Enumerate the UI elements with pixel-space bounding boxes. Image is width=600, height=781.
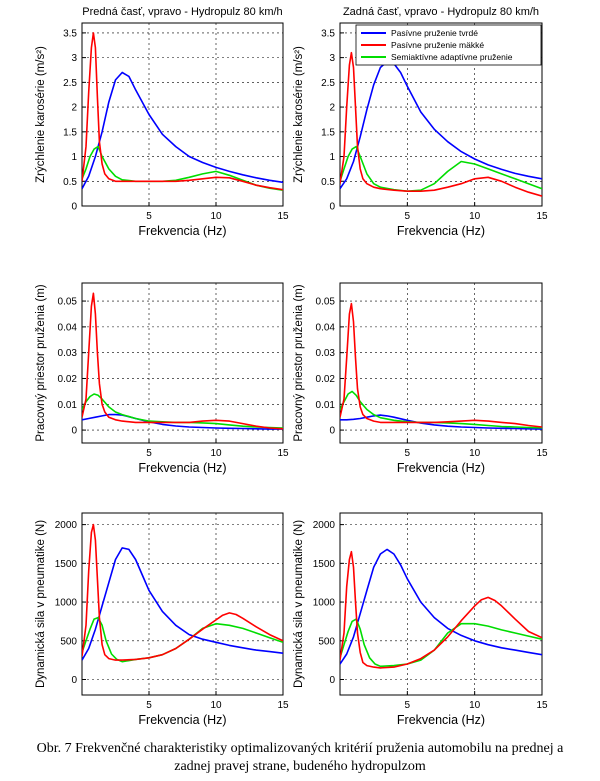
- series-line-makke: [82, 32, 283, 191]
- y-tick-label: 0.04: [316, 322, 336, 333]
- x-tick-label: 5: [405, 448, 411, 459]
- y-axis-label: Zrýchlenie karosérie (m/s²): [293, 46, 305, 183]
- series-line-makke: [340, 302, 542, 428]
- chart-3: 5 10 15 0 0.01 0.02 0.03 0.04 0.05 Frekvencia (Hz…: [35, 282, 289, 475]
- plot-area: [81, 282, 284, 444]
- y-axis-label: Pracovný priestor pruženia (m): [35, 284, 47, 441]
- chart-title: Zadná časť, vpravo - Hydropulz 80 km/h: [343, 6, 539, 18]
- caption-line-1: Obr. 7 Frekvenčné charakteristiky optima…: [36, 741, 564, 756]
- series-line-tvrde: [82, 547, 283, 661]
- x-tick-label: 15: [277, 700, 289, 711]
- plot-area: [81, 512, 284, 696]
- y-tick-label: 1000: [55, 598, 78, 609]
- y-tick-label: 1: [329, 152, 335, 163]
- y-tick-label: 1: [71, 152, 77, 163]
- y-tick-label: 2000: [55, 520, 78, 531]
- series-line-makke: [82, 523, 283, 661]
- y-tick-label: 0: [71, 202, 77, 213]
- y-tick-label: 2.5: [321, 78, 335, 89]
- y-tick-label: 2: [329, 103, 335, 114]
- y-tick-label: 500: [60, 636, 77, 647]
- chart-6: 5 10 15 0 500 1000 1500 2000 Frekvencia (Hz) Dyna…: [293, 512, 548, 727]
- x-tick-label: 10: [469, 211, 481, 222]
- y-tick-label: 0.5: [63, 177, 77, 188]
- chart-title: Predná časť, vpravo - Hydropulz 80 km/h: [82, 6, 282, 18]
- x-tick-label: 5: [146, 700, 152, 711]
- y-tick-label: 0.02: [316, 374, 336, 385]
- y-tick-label: 3.5: [321, 28, 335, 39]
- y-tick-label: 3: [71, 53, 77, 64]
- y-tick-label: 2: [71, 103, 77, 114]
- y-tick-label: 0: [71, 675, 77, 686]
- x-tick-label: 15: [277, 211, 289, 222]
- x-axis-label: Frekvencia (Hz): [138, 461, 226, 475]
- y-tick-label: 0.01: [58, 400, 78, 411]
- figure-caption: Obr. 7 Frekvenčné charakteristiky optima…: [0, 740, 600, 776]
- y-tick-label: 0.01: [316, 400, 336, 411]
- legend-label-tvrde: Pasívne pruženie tvrdé: [391, 28, 478, 38]
- y-tick-label: 0.05: [58, 297, 78, 308]
- series-line-semiaktivne: [82, 393, 283, 429]
- x-axis-label: Frekvencia (Hz): [138, 713, 226, 727]
- y-tick-label: 0: [71, 426, 77, 437]
- y-tick-label: 0.04: [58, 322, 78, 333]
- y-tick-label: 500: [318, 636, 335, 647]
- x-tick-label: 15: [536, 211, 548, 222]
- y-axis-label: Zrýchlenie karosérie (m/s²): [35, 46, 47, 183]
- legend-box: [355, 24, 542, 66]
- series-line-tvrde: [82, 71, 283, 190]
- y-tick-label: 0.5: [321, 177, 335, 188]
- y-tick-label: 0.05: [316, 297, 336, 308]
- series-line-makke: [340, 550, 542, 669]
- x-tick-label: 5: [146, 448, 152, 459]
- legend-label-semiaktivne: Semiaktívne adaptívne pruženie: [391, 52, 513, 62]
- x-tick-label: 10: [210, 700, 222, 711]
- chart-1: 5 10 15 0 0.5 1 1.5 2 2.5 3 3.5 Predná časť, vpravo…: [35, 6, 289, 238]
- x-tick-label: 15: [536, 700, 548, 711]
- y-tick-label: 0.03: [316, 348, 336, 359]
- chart-2: 5 10 15 0 0.5 1 1.5 2 2.5 3 3.5 Zadná časť, vpravo …: [293, 6, 548, 238]
- x-tick-label: 10: [210, 211, 222, 222]
- x-axis-label: Frekvencia (Hz): [397, 224, 485, 238]
- chart-5: 5 10 15 0 500 1000 1500 2000 Frekvencia (Hz) Dyna…: [35, 512, 289, 727]
- y-tick-label: 0: [329, 426, 335, 437]
- x-axis-label: Frekvencia (Hz): [397, 461, 485, 475]
- y-tick-label: 1500: [55, 559, 78, 570]
- x-tick-label: 15: [536, 448, 548, 459]
- y-tick-label: 1.5: [321, 127, 335, 138]
- caption-line-2: zadnej pravej strane, budeného hydropulz…: [174, 759, 426, 774]
- x-tick-label: 10: [469, 700, 481, 711]
- y-tick-label: 0: [329, 675, 335, 686]
- x-axis-label: Frekvencia (Hz): [397, 713, 485, 727]
- x-tick-label: 10: [469, 448, 481, 459]
- x-axis-label: Frekvencia (Hz): [138, 224, 226, 238]
- x-tick-label: 10: [210, 448, 222, 459]
- series-line-tvrde: [340, 60, 542, 190]
- x-tick-label: 15: [277, 448, 289, 459]
- y-tick-label: 2000: [313, 520, 336, 531]
- x-tick-label: 5: [405, 700, 411, 711]
- y-tick-label: 0.02: [58, 374, 78, 385]
- series-line-makke: [82, 292, 283, 430]
- series-line-makke: [340, 51, 542, 197]
- legend-label-makke: Pasívne pruženie mäkké: [391, 40, 484, 50]
- y-tick-label: 1.5: [63, 127, 77, 138]
- y-axis-label: Pracovný priestor pruženia (m): [293, 284, 305, 441]
- x-tick-label: 5: [405, 211, 411, 222]
- y-tick-label: 2.5: [63, 78, 77, 89]
- x-tick-label: 5: [146, 211, 152, 222]
- y-tick-label: 3: [329, 53, 335, 64]
- chart-4: 5 10 15 0 0.01 0.02 0.03 0.04 0.05 Frekvencia (Hz…: [293, 282, 548, 475]
- y-axis-label: Dynamická sila v pneumatike (N): [35, 520, 47, 688]
- y-tick-label: 1500: [313, 559, 336, 570]
- y-axis-label: Dynamická sila v pneumatike (N): [293, 520, 305, 688]
- y-tick-label: 3.5: [63, 28, 77, 39]
- y-tick-label: 1000: [313, 598, 336, 609]
- plot-area: [339, 512, 543, 696]
- legend: Pasívne pruženie tvrdé Pasívne pruženie m…: [355, 24, 542, 66]
- y-tick-label: 0: [329, 202, 335, 213]
- series-line-tvrde: [340, 548, 542, 665]
- y-tick-label: 0.03: [58, 348, 78, 359]
